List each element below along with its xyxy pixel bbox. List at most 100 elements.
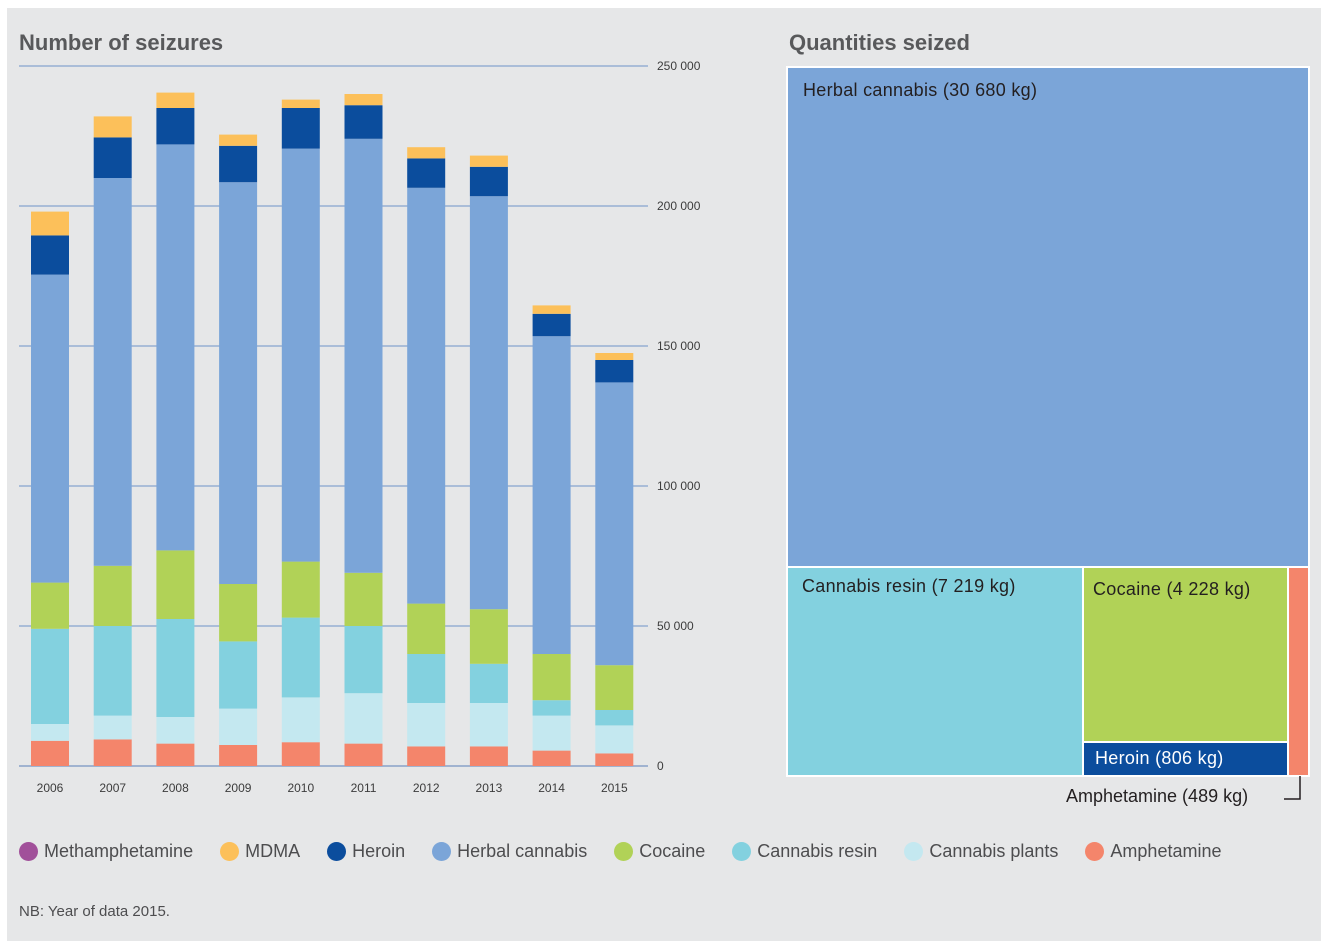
bar-segment-heroin <box>31 235 69 275</box>
x-tick-label: 2008 <box>162 781 189 795</box>
bar-segment-cocaine <box>595 665 634 710</box>
bar-segment-mdma <box>281 99 320 108</box>
bar-segment-cannabis-plants <box>595 725 634 754</box>
bar-segment-cannabis-resin <box>344 626 383 694</box>
bar-segment-amphetamine <box>344 743 383 766</box>
bar-segment-herbal-cannabis <box>281 148 320 562</box>
x-tick-label: 2007 <box>99 781 126 795</box>
x-tick-label: 2014 <box>538 781 565 795</box>
legend-item: MDMA <box>220 841 300 862</box>
bar-segment-cannabis-plants <box>219 708 258 745</box>
bar-segment-amphetamine <box>156 743 195 766</box>
y-tick-label: 50 000 <box>657 619 694 633</box>
x-tick-label: 2006 <box>37 781 64 795</box>
legend-label: Methamphetamine <box>44 840 194 861</box>
legend-swatch <box>19 841 38 861</box>
y-tick-label: 100 000 <box>657 479 701 493</box>
bar-segment-cannabis-resin <box>469 663 508 703</box>
bar-segment-mdma <box>407 147 446 159</box>
bar-segment-amphetamine <box>532 750 571 766</box>
bar-segment-amphetamine <box>407 746 446 766</box>
bar-segment-herbal-cannabis <box>31 274 69 583</box>
legend-label: Amphetamine <box>1110 840 1222 861</box>
bar-segment-cocaine <box>219 584 258 642</box>
bar-segment-mdma <box>595 353 634 360</box>
legend-label: Cannabis plants <box>929 840 1059 861</box>
bar-segment-cocaine <box>31 582 69 629</box>
bar-segment-mdma <box>31 211 69 236</box>
bar-segment-heroin <box>281 108 320 149</box>
bar-segment-cocaine <box>93 565 132 626</box>
bar-segment-cannabis-resin <box>156 619 195 717</box>
bar-segment-cannabis-plants <box>344 693 383 744</box>
legend-swatch <box>904 841 924 861</box>
bar-segment-cannabis-plants <box>281 697 320 743</box>
x-tick-label: 2009 <box>225 781 252 795</box>
bar-segment-heroin <box>93 137 132 178</box>
stacked-bar-chart: 0 50 000 100 000 150 000 200 000 250 000 2006 2… <box>19 59 701 795</box>
bar-segment-mdma <box>344 94 383 106</box>
bar-segment-heroin <box>219 145 258 183</box>
bar-segment-herbal-cannabis <box>532 336 571 654</box>
legend-item: Heroin <box>327 841 405 862</box>
bar-segment-cannabis-resin <box>219 641 258 709</box>
bar-segment-herbal-cannabis <box>156 144 195 551</box>
bar-chart-title: Number of seizures <box>19 30 224 55</box>
bar-segment-herbal-cannabis <box>219 182 258 584</box>
legend-item: Herbal cannabis <box>432 841 587 862</box>
bar-segment-mdma <box>93 116 132 138</box>
bar-segment-herbal-cannabis <box>469 196 508 610</box>
bar-segment-herbal-cannabis <box>93 178 132 566</box>
x-tick-label: 2010 <box>287 781 314 795</box>
bar-segment-amphetamine <box>93 739 132 766</box>
bar-segment-cannabis-plants <box>407 703 446 747</box>
bar-segment-cannabis-resin <box>31 628 69 724</box>
bar-segment-cannabis-plants <box>31 724 69 741</box>
treemap-label-amphetamine: Amphetamine (489 kg) <box>1066 786 1249 806</box>
legend-item: Methamphetamine <box>19 841 193 862</box>
bar-segment-mdma <box>156 92 195 108</box>
bar-segment-cannabis-resin <box>93 626 132 716</box>
bar-segment-cannabis-plants <box>469 703 508 747</box>
amphetamine-callout-line <box>1284 776 1301 800</box>
bar-segment-herbal-cannabis <box>595 382 634 666</box>
legend-swatch <box>732 841 752 861</box>
x-tick-label: 2012 <box>413 781 440 795</box>
bar-segment-cannabis-resin <box>407 654 446 703</box>
legend: Methamphetamine MDMA Heroin Herbal cannabis… <box>19 838 1314 864</box>
treemap-label-herbal-cannabis: Herbal cannabis (30 680 kg) <box>803 80 1038 100</box>
bar-segment-cocaine <box>344 572 383 626</box>
legend-item: Amphetamine <box>1085 841 1221 862</box>
bar-segment-cannabis-plants <box>93 715 132 740</box>
legend-label: Herbal cannabis <box>457 840 588 861</box>
bar-segment-cocaine <box>156 550 195 619</box>
legend-swatch <box>327 841 347 861</box>
y-tick-label: 150 000 <box>657 339 701 353</box>
bar-segment-heroin <box>344 105 383 139</box>
footnote: NB: Year of data 2015. <box>19 903 170 920</box>
x-tick-label: 2013 <box>476 781 503 795</box>
treemap-cell-amphetamine <box>1287 566 1310 777</box>
legend-swatch <box>1085 841 1105 861</box>
treemap-cell-cannabis-resin: Cannabis resin (7 219 kg) <box>786 566 1084 777</box>
treemap-label-cocaine: Cocaine (4 228 kg) <box>1093 579 1251 599</box>
y-tick-label: 200 000 <box>657 199 701 213</box>
x-tick-label: 2011 <box>351 781 377 795</box>
treemap-cell-herbal-cannabis: Herbal cannabis (30 680 kg) <box>786 66 1310 568</box>
legend-swatch <box>614 841 634 861</box>
bar-segment-herbal-cannabis <box>407 187 446 604</box>
treemap-title: Quantities seized <box>789 30 970 55</box>
y-tick-label: 0 <box>657 759 664 773</box>
bar-segment-cocaine <box>407 603 446 654</box>
legend-label: Heroin <box>352 840 406 861</box>
bar-segment-amphetamine <box>31 740 69 766</box>
treemap-label-heroin: Heroin (806 kg) <box>1095 748 1224 768</box>
legend-item: Cannabis plants <box>904 841 1058 862</box>
bar-segment-mdma <box>219 134 258 146</box>
bar-segment-heroin <box>156 108 195 145</box>
bar-segment-cocaine <box>281 561 320 618</box>
bar-segment-cannabis-resin <box>532 700 571 716</box>
bar-segment-amphetamine <box>469 746 508 766</box>
bar-segment-amphetamine <box>281 742 320 766</box>
legend-item: Cocaine <box>614 841 705 862</box>
